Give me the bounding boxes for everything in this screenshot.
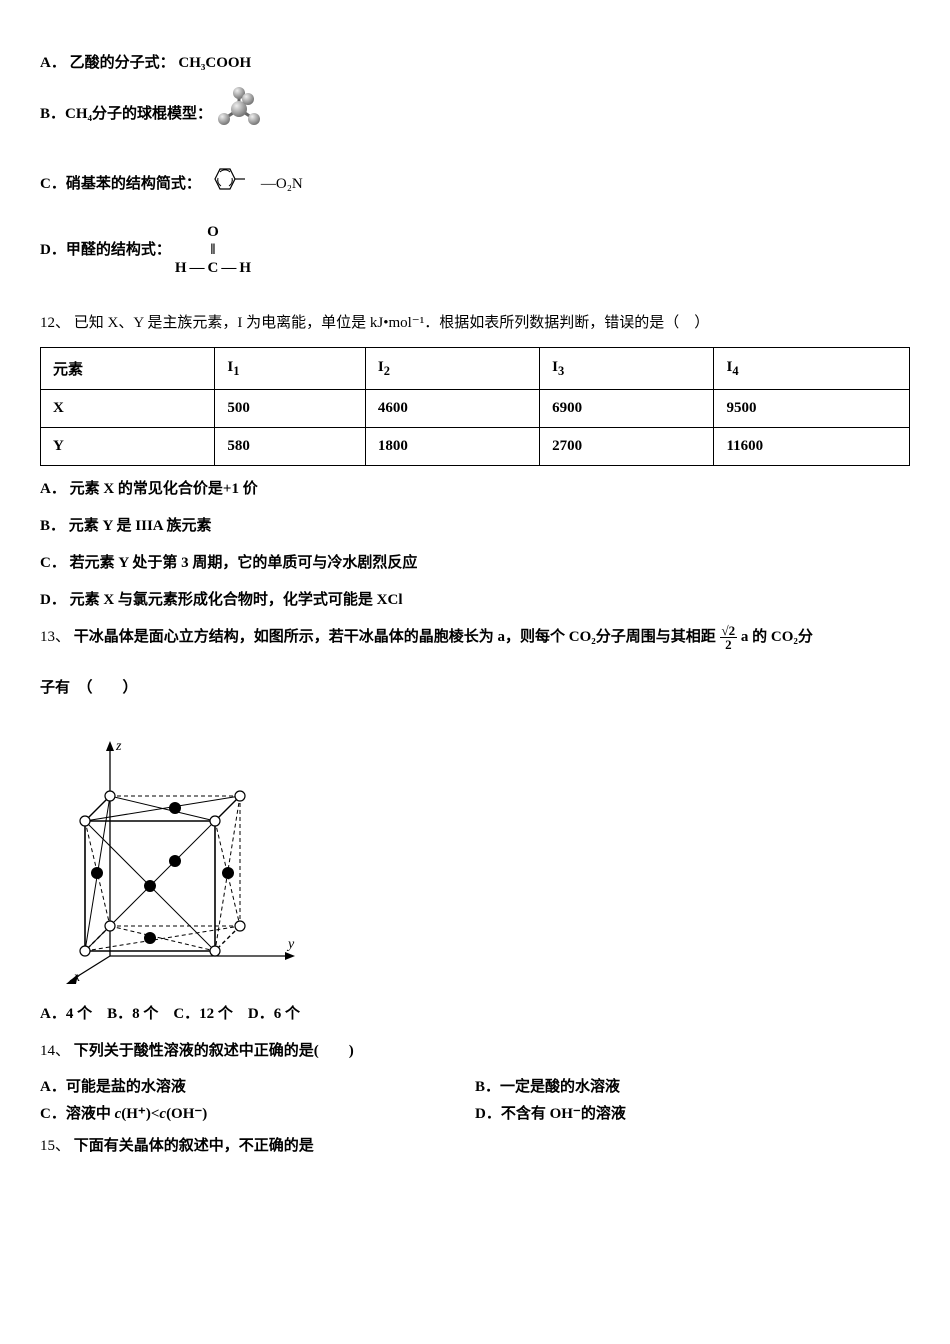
option-label: B． [40,518,65,534]
table-cell: Y [41,428,215,466]
option-text: 元素 X 与氯元素形成化合物时，化学式可能是 XCl [70,592,403,608]
table-row: Y5801800270011600 [41,428,910,466]
table-row: X500460069009500 [41,390,910,428]
option-b: B． CH₄分子的球棍模型： [40,87,910,141]
ionization-energy-table: 元素I1I2I3I4 X500460069009500Y580180027001… [40,347,910,466]
question-text-post: a 的 CO₂分 [741,629,813,645]
option-label: C． [40,555,66,571]
option-text: 若元素 Y 处于第 3 周期，它的单质可与冷水剧烈反应 [70,555,418,571]
option-label: C． [40,171,66,198]
struct-h2: H [239,255,251,282]
question-number: 12、 [40,315,70,331]
question-13: 13、 干冰晶体是面心立方结构，如图所示，若干冰晶体的晶胞棱长为 a，则每个 C… [40,624,910,651]
q13-options: A．4 个 B．8 个 C．12 个 D．6 个 [40,1001,910,1028]
option-a: A． 乙酸的分子式： CH₃COOH [40,50,910,77]
struct-h1: H [175,255,187,282]
table-cell: 11600 [714,428,910,466]
table-cell: X [41,390,215,428]
q12-option-d: D． 元素 X 与氯元素形成化合物时，化学式可能是 XCl [40,587,910,614]
question-number: 14、 [40,1043,70,1059]
question-text: 已知 X、Y 是主族元素，I 为电离能，单位是 kJ•mol⁻¹．根据如表所列数… [74,315,709,331]
option-formula: CH₃COOH [178,55,251,71]
axis-y-label: y [286,937,295,952]
q14-c-mid2: (H⁺)< [121,1106,159,1122]
option-suffix: —O₂N [261,171,303,198]
axis-z-label: z [115,739,122,754]
option-label: D． [40,592,66,608]
option-text: CH₄分子的球棍模型： [65,101,212,128]
table-header: I2 [365,348,539,390]
option-text: 元素 X 的常见化合价是+1 价 [70,481,258,497]
option-d: D． 甲醛的结构式： O ‖ H — C — H [40,219,910,282]
table-header: I4 [714,348,910,390]
table-cell: 1800 [365,428,539,466]
option-text: 硝基苯的结构简式： [66,171,201,198]
option-label: B． [40,101,65,128]
q14-option-a: A．可能是盐的水溶液 [40,1075,475,1096]
option-text: 甲醛的结构式： [66,237,171,264]
option-label: A． [40,481,66,497]
ball-stick-model-icon [216,87,262,141]
cubic-crystal-diagram: z y x [40,726,910,991]
question-12: 12、 已知 X、Y 是主族元素，I 为电离能，单位是 kJ•mol⁻¹．根据如… [40,310,910,337]
table-cell: 500 [215,390,366,428]
question-number: 15、 [40,1138,70,1154]
benzene-ring-icon [205,161,257,207]
q14-c-mid4: (OH⁻) [166,1106,207,1122]
axis-x-label: x [73,970,81,985]
question-text-pre: 干冰晶体是面心立方结构，如图所示，若干冰晶体的晶胞棱长为 a，则每个 CO₂分子… [74,629,716,645]
question-15: 15、 下面有关晶体的叙述中，不正确的是 [40,1133,910,1160]
table-cell: 6900 [540,390,714,428]
frac-num: √2 [720,624,738,638]
table-header: I1 [215,348,366,390]
question-13-tail: 子有 （ ） [40,675,910,702]
q12-option-a: A． 元素 X 的常见化合价是+1 价 [40,476,910,503]
option-text: 乙酸的分子式： [70,55,175,71]
option-label: A． [40,55,66,71]
option-text: 元素 Y 是 IIIA 族元素 [69,518,212,534]
table-cell: 580 [215,428,366,466]
option-c: C． 硝基苯的结构简式： —O₂N [40,161,910,207]
q12-option-c: C． 若元素 Y 处于第 3 周期，它的单质可与冷水剧烈反应 [40,550,910,577]
q14-c-pre: C．溶液中 [40,1106,115,1122]
question-number: 13、 [40,629,70,645]
table-cell: 4600 [365,390,539,428]
q12-option-b: B． 元素 Y 是 IIIA 族元素 [40,513,910,540]
formaldehyde-structure: O ‖ H — C — H [175,219,251,282]
struct-c: C [208,255,219,282]
option-label: D． [40,237,66,264]
table-cell: 9500 [714,390,910,428]
q14-option-d: D．不含有 OH⁻的溶液 [475,1102,910,1123]
table-header: I3 [540,348,714,390]
q14-option-c: C．溶液中 c(H⁺)<c(OH⁻) [40,1102,475,1123]
table-header: 元素 [41,348,215,390]
q14-option-b: B．一定是酸的水溶液 [475,1075,910,1096]
question-text: 下列关于酸性溶液的叙述中正确的是( ) [74,1043,354,1059]
table-cell: 2700 [540,428,714,466]
question-14: 14、 下列关于酸性溶液的叙述中正确的是( ) [40,1038,910,1065]
frac-den: 2 [720,638,738,651]
question-fraction: √2 2 [720,624,738,651]
question-text: 下面有关晶体的叙述中，不正确的是 [74,1138,314,1154]
